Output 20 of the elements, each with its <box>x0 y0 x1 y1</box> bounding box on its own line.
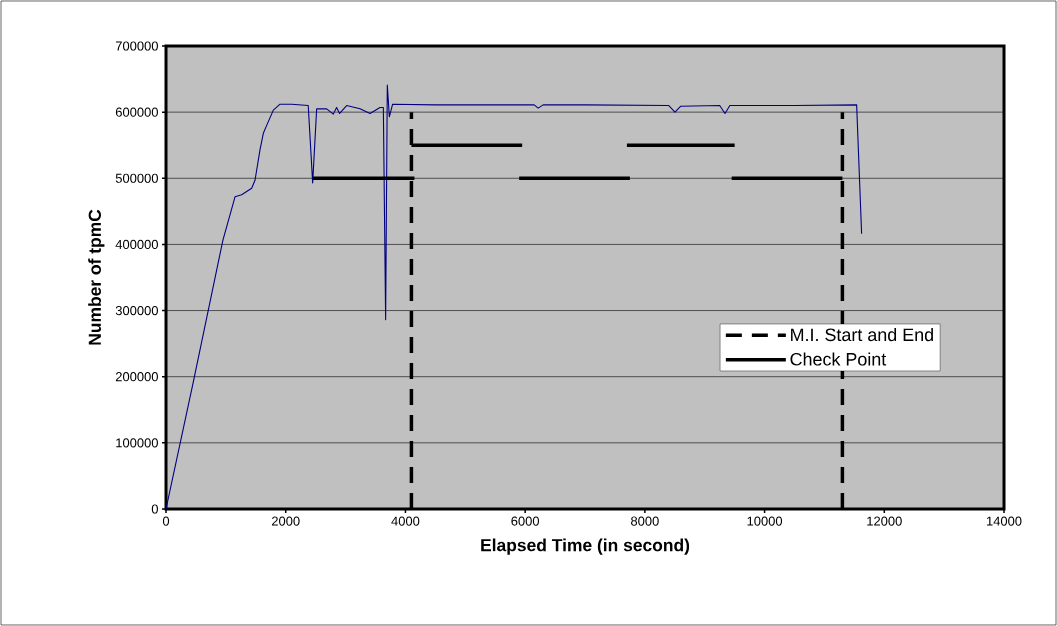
y-tick-label: 500000 <box>115 173 158 183</box>
x-tick-label: 14000 <box>986 516 1022 526</box>
y-tick-label: 100000 <box>116 438 158 448</box>
x-tick-label: 6000 <box>511 516 540 526</box>
legend-label: Check Point <box>790 352 887 366</box>
x-tick-label: 10000 <box>747 516 783 526</box>
y-tick-label: 400000 <box>115 239 158 249</box>
x-tick-label: 8000 <box>631 516 659 526</box>
x-tick-label: 2000 <box>271 516 300 526</box>
x-axis-title: Elapsed Time (in second) <box>481 538 690 555</box>
y-tick-label: 600000 <box>115 107 158 117</box>
x-tick-label: 4000 <box>391 516 420 526</box>
y-tick-label: 700000 <box>115 41 158 51</box>
x-tick-label: 0 <box>162 516 170 526</box>
y-tick-label: 300000 <box>115 305 158 316</box>
y-axis-title: Number of tpmC <box>88 209 105 345</box>
y-tick-label: 200000 <box>115 372 158 382</box>
y-tick-label: 0 <box>151 504 158 514</box>
x-tick-label: 12000 <box>867 516 902 526</box>
legend-label: M.I. Start and End <box>791 327 933 342</box>
